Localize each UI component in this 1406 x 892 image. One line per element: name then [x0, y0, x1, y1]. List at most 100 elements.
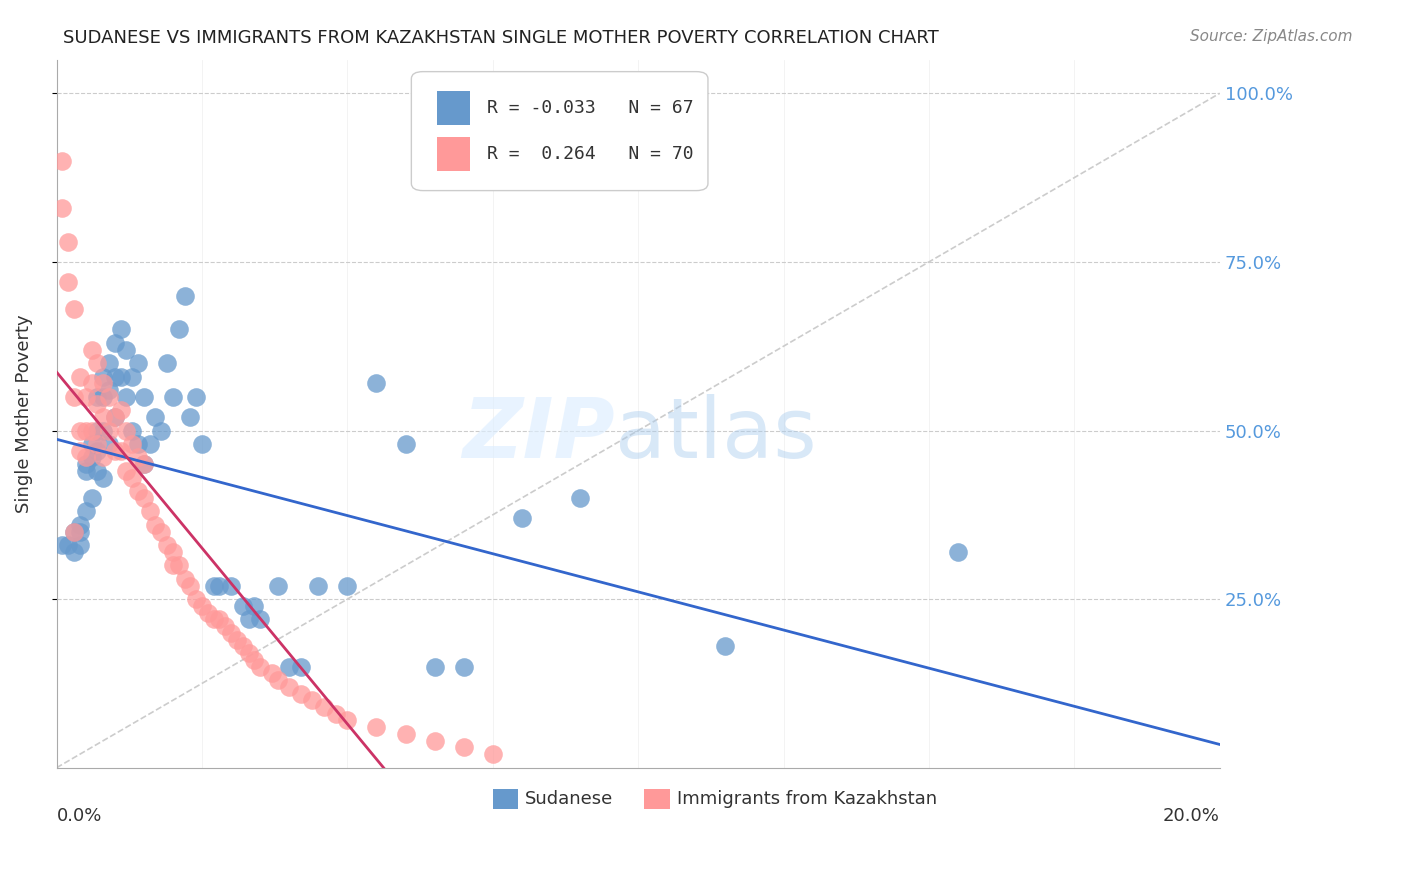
Point — [110, 443, 132, 458]
Point — [91, 471, 114, 485]
Point — [208, 612, 231, 626]
Point — [51, 538, 73, 552]
Point — [127, 356, 149, 370]
Point — [86, 437, 108, 451]
Point — [173, 288, 195, 302]
Point — [91, 376, 114, 391]
Point — [481, 747, 503, 762]
Point — [138, 504, 160, 518]
Point — [69, 369, 91, 384]
Bar — [437, 136, 470, 170]
Point — [86, 443, 108, 458]
Text: Immigrants from Kazakhstan: Immigrants from Kazakhstan — [676, 789, 936, 808]
Point — [266, 579, 288, 593]
Point — [69, 443, 91, 458]
Point — [69, 424, 91, 438]
Bar — [492, 789, 519, 809]
Point — [75, 450, 97, 465]
Point — [80, 376, 103, 391]
Point — [63, 545, 86, 559]
Point — [121, 424, 143, 438]
Point — [202, 612, 225, 626]
Point — [191, 599, 214, 613]
Y-axis label: Single Mother Poverty: Single Mother Poverty — [15, 314, 32, 513]
Point — [115, 464, 138, 478]
Point — [307, 579, 329, 593]
Point — [51, 153, 73, 168]
Point — [423, 733, 446, 747]
Point — [115, 390, 138, 404]
Point — [453, 740, 475, 755]
Bar — [644, 789, 669, 809]
Point — [232, 640, 254, 654]
Point — [366, 720, 388, 734]
Point — [219, 625, 242, 640]
Point — [278, 659, 301, 673]
Point — [104, 443, 127, 458]
Point — [91, 390, 114, 404]
Point — [336, 579, 359, 593]
Point — [127, 450, 149, 465]
Point — [225, 632, 247, 647]
Point — [69, 517, 91, 532]
Point — [394, 437, 416, 451]
Point — [301, 693, 323, 707]
Text: R = -0.033   N = 67: R = -0.033 N = 67 — [486, 100, 693, 118]
Point — [266, 673, 288, 687]
Point — [63, 524, 86, 539]
Point — [145, 410, 167, 425]
FancyBboxPatch shape — [412, 71, 709, 191]
Point — [150, 524, 173, 539]
Point — [104, 410, 127, 425]
Point — [145, 517, 167, 532]
Point — [214, 619, 236, 633]
Point — [115, 424, 138, 438]
Point — [69, 538, 91, 552]
Point — [179, 410, 201, 425]
Point — [121, 369, 143, 384]
Point — [110, 369, 132, 384]
Point — [394, 727, 416, 741]
Point — [150, 424, 173, 438]
Point — [243, 599, 266, 613]
Point — [86, 390, 108, 404]
Point — [80, 343, 103, 357]
Point — [97, 390, 120, 404]
Point — [249, 659, 271, 673]
Point — [91, 424, 114, 438]
Point — [186, 592, 208, 607]
Point — [80, 424, 103, 438]
Point — [75, 390, 97, 404]
Point — [80, 437, 103, 451]
Point — [97, 437, 120, 451]
Point — [121, 437, 143, 451]
Point — [80, 450, 103, 465]
Point — [104, 335, 127, 350]
Point — [132, 491, 155, 505]
Point — [290, 659, 312, 673]
Point — [86, 356, 108, 370]
Point — [510, 511, 533, 525]
Point — [238, 612, 260, 626]
Point — [325, 706, 347, 721]
Point — [946, 545, 969, 559]
Point — [278, 680, 301, 694]
Point — [249, 612, 271, 626]
Point — [219, 579, 242, 593]
Point — [110, 322, 132, 336]
Point — [162, 545, 184, 559]
Point — [75, 424, 97, 438]
Point — [238, 646, 260, 660]
Point — [186, 390, 208, 404]
Point — [336, 714, 359, 728]
Text: 0.0%: 0.0% — [56, 806, 103, 824]
Point — [202, 579, 225, 593]
Point — [173, 572, 195, 586]
Point — [156, 538, 179, 552]
Point — [243, 653, 266, 667]
Point — [97, 356, 120, 370]
Point — [132, 457, 155, 471]
Point — [63, 302, 86, 317]
Point — [75, 504, 97, 518]
Point — [121, 471, 143, 485]
